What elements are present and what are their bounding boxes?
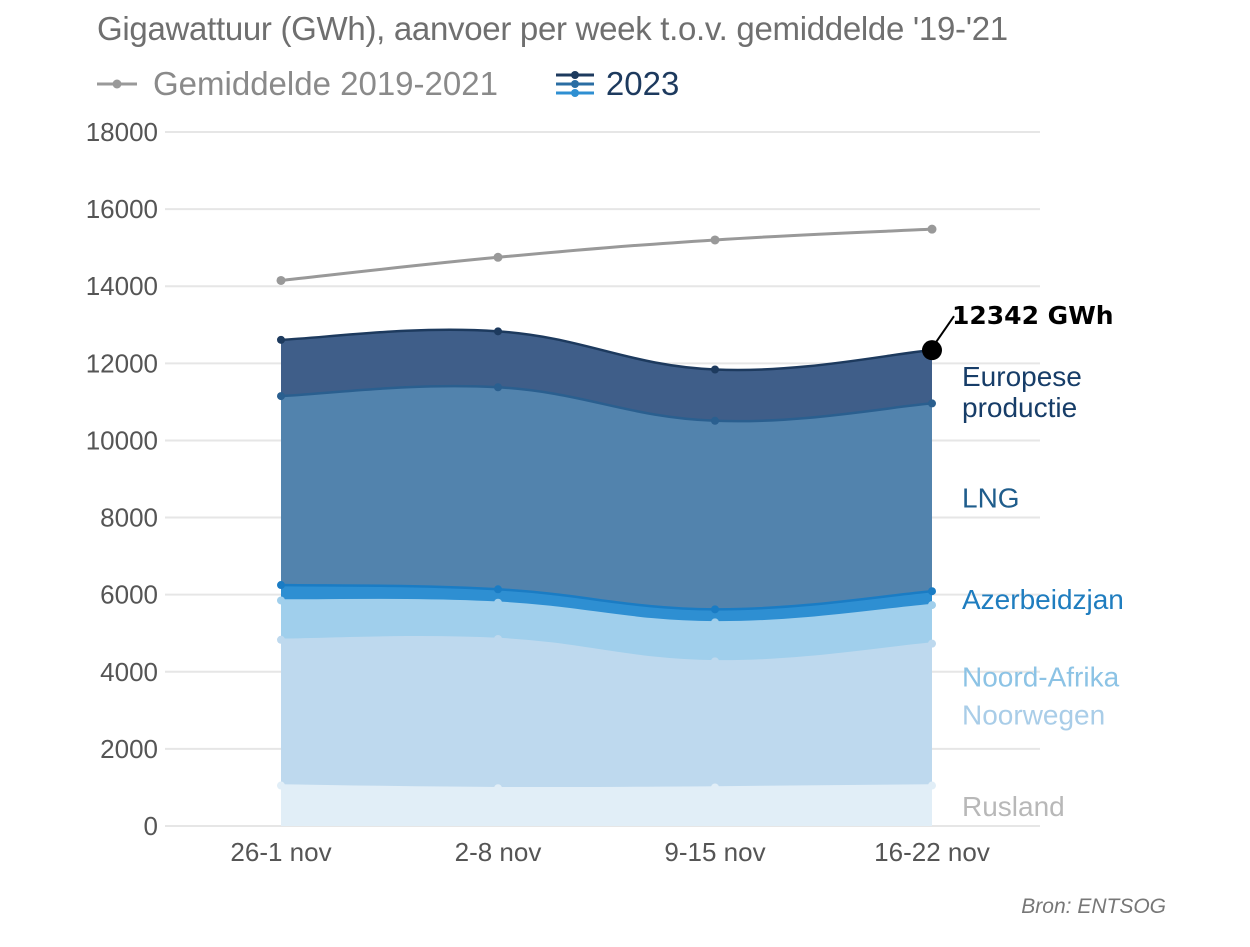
- x-tick-label: 9-15 nov: [664, 837, 765, 867]
- line-series-icon: [97, 79, 137, 89]
- point-europese-productie: [494, 327, 502, 336]
- x-tick-label: 26-1 nov: [230, 837, 331, 867]
- point-noorwegen: [928, 639, 936, 648]
- y-tick-label: 18000: [86, 117, 158, 147]
- average-point: [276, 275, 286, 285]
- point-lng: [711, 416, 719, 425]
- series-label-lng: LNG: [962, 482, 1020, 513]
- average-point: [927, 224, 937, 234]
- y-tick-label: 8000: [100, 503, 158, 533]
- y-tick-label: 0: [144, 811, 158, 841]
- point-rusland: [928, 781, 936, 790]
- line-noord-afrika: [280, 598, 933, 624]
- point-noord-afrika: [494, 598, 502, 607]
- average-line: [280, 227, 933, 282]
- line-noorwegen: [280, 636, 933, 663]
- line-azerbeidzjan: [280, 583, 933, 611]
- point-azerbeidzjan: [928, 587, 936, 596]
- y-tick-label: 2000: [100, 734, 158, 764]
- series-label-europese-productie: Europese productie: [962, 361, 1082, 423]
- series-label-azerbeidzjan: Azerbeidzjan: [962, 584, 1124, 615]
- point-lng: [928, 399, 936, 408]
- area-europese-productie: [281, 329, 932, 422]
- line-lng: [280, 384, 933, 423]
- legend-average-label: Gemiddelde 2019-2021: [153, 65, 498, 102]
- point-noord-afrika: [928, 601, 936, 610]
- y-tick-label: 14000: [86, 271, 158, 301]
- y-tick-label: 12000: [86, 348, 158, 378]
- total-marker[interactable]: [922, 340, 942, 361]
- point-rusland: [711, 783, 719, 792]
- series-label-rusland: Rusland: [962, 791, 1065, 822]
- average-point: [493, 252, 503, 262]
- y-tick-label: 6000: [100, 580, 158, 610]
- area-lng: [281, 386, 932, 610]
- average-point: [710, 235, 720, 245]
- series-labels: Rusland Noorwegen Noord-Afrika Azerbeidzjan…: [962, 361, 1124, 822]
- point-noorwegen: [711, 657, 719, 666]
- stacked-area-icon: [555, 71, 594, 97]
- point-azerbeidzjan: [277, 581, 285, 590]
- line-rusland: [280, 784, 933, 790]
- area-noorwegen: [281, 637, 932, 789]
- point-azerbeidzjan: [711, 605, 719, 614]
- point-lng: [494, 383, 502, 392]
- x-tick-label: 2-8 nov: [455, 837, 542, 867]
- point-noord-afrika: [711, 618, 719, 627]
- x-tick-label: 16-22 nov: [874, 837, 990, 867]
- area-rusland: [281, 785, 932, 826]
- legend-2023-label: 2023: [605, 65, 680, 102]
- point-noorwegen: [277, 635, 285, 644]
- area-noord-afrika: [281, 600, 932, 662]
- point-noord-afrika: [277, 596, 285, 605]
- point-noorwegen: [494, 635, 502, 644]
- series-lines: [277, 327, 936, 793]
- total-annotation: 12342 GWh: [922, 301, 1114, 361]
- point-europese-productie: [711, 365, 719, 374]
- y-tick-label: 4000: [100, 657, 158, 687]
- point-europese-productie: [277, 335, 285, 344]
- line-europese-productie: [280, 328, 933, 372]
- point-rusland: [277, 781, 285, 790]
- x-axis: 26-1 nov 2-8 nov 9-15 nov 16-22 nov: [230, 837, 989, 867]
- chart-title: Gigawattuur (GWh), aanvoer per week t.o.…: [97, 10, 1008, 47]
- series-label-line: productie: [962, 392, 1077, 423]
- y-tick-label: 10000: [86, 425, 158, 455]
- average-series: [276, 224, 937, 285]
- source-note: Bron: ENTSOG: [1021, 895, 1166, 918]
- series-label-noorwegen: Noorwegen: [962, 700, 1105, 731]
- y-axis: 0 2000 4000 6000 8000 10000 12000 14000 16000 180…: [86, 117, 158, 841]
- y-tick-label: 16000: [86, 194, 158, 224]
- areas: [281, 329, 932, 826]
- total-leader-line: [935, 315, 955, 343]
- legend-2023[interactable]: 2023: [555, 65, 680, 103]
- total-label: 12342 GWh: [952, 301, 1114, 330]
- point-lng: [277, 392, 285, 401]
- series-label-noord-afrika: Noord-Afrika: [962, 661, 1120, 692]
- point-rusland: [494, 784, 502, 793]
- series-label-line: Europese: [962, 361, 1082, 392]
- point-azerbeidzjan: [494, 585, 502, 594]
- area-azerbeidzjan: [281, 585, 932, 623]
- legend-average[interactable]: Gemiddelde 2019-2021: [97, 65, 498, 103]
- legend: Gemiddelde 2019-2021 2023: [97, 62, 737, 106]
